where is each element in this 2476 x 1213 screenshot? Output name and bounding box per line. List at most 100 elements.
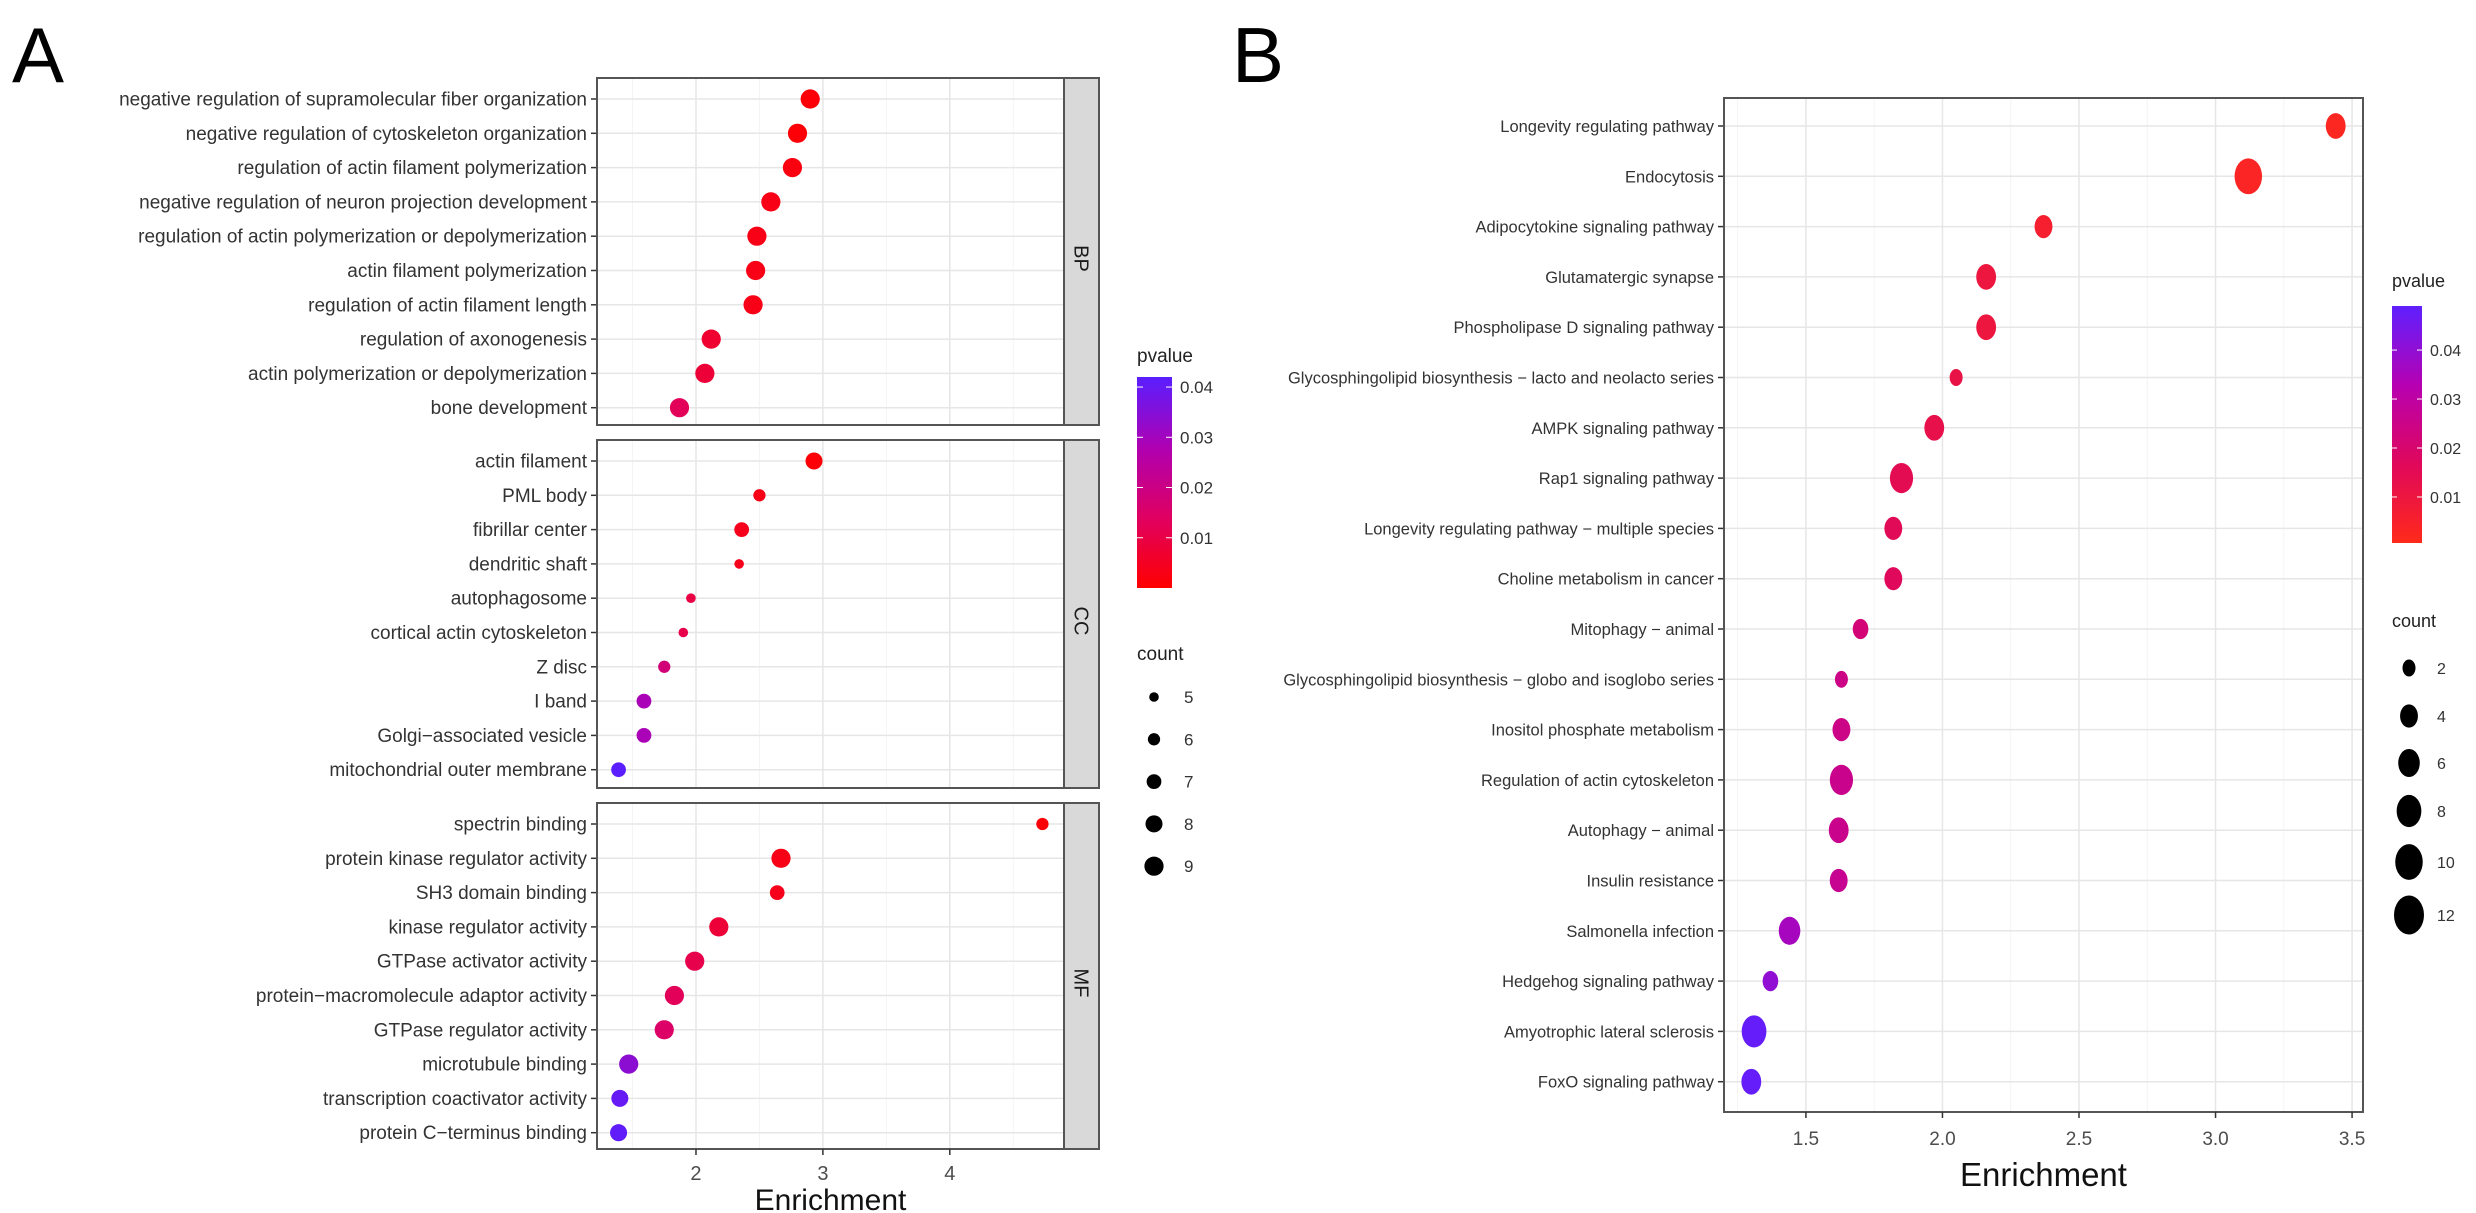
- term-label: regulation of actin filament polymerizat…: [237, 158, 587, 179]
- size-legend-dot: [2395, 844, 2423, 880]
- data-point: [636, 728, 652, 743]
- term-label: GTPase activator activity: [377, 952, 588, 973]
- data-point: [610, 1124, 628, 1142]
- data-point: [611, 1089, 629, 1107]
- data-point: [695, 363, 715, 383]
- data-point: [709, 917, 729, 937]
- facet-strip-label: CC: [1070, 607, 1092, 636]
- term-label: protein−macromolecule adaptor activity: [256, 986, 588, 1007]
- term-label: regulation of actin filament length: [308, 295, 587, 316]
- pathway-label: Choline metabolism in cancer: [1498, 571, 1715, 589]
- x-axis-title: Enrichment: [1960, 1156, 2127, 1193]
- term-label: cortical actin cytoskeleton: [371, 623, 588, 644]
- x-tick-label: 1.5: [1793, 1129, 1819, 1150]
- term-label: PML body: [502, 486, 587, 507]
- data-point: [701, 329, 721, 349]
- term-label: protein C−terminus binding: [359, 1123, 587, 1144]
- plot-background: [1724, 98, 2363, 1112]
- term-label: Z disc: [536, 657, 587, 678]
- facet-strip-label: BP: [1070, 245, 1092, 272]
- color-legend-label: 0.02: [1180, 479, 1213, 498]
- x-tick-label: 2: [690, 1163, 701, 1185]
- data-point: [1778, 916, 1801, 945]
- term-label: transcription coactivator activity: [323, 1089, 587, 1110]
- pathway-label: Amyotrophic lateral sclerosis: [1504, 1023, 1714, 1041]
- term-label: I band: [534, 692, 587, 713]
- facet-strip: [1063, 802, 1100, 1150]
- size-legend-dot: [1147, 733, 1161, 746]
- term-label: actin filament polymerization: [347, 261, 587, 282]
- data-point: [1884, 516, 1903, 541]
- term-label: kinase regulator activity: [388, 917, 587, 938]
- data-point: [1884, 567, 1903, 591]
- color-legend-bar: [1137, 377, 1172, 588]
- data-point: [1828, 817, 1849, 844]
- size-legend-dot: [2396, 794, 2422, 828]
- x-axis-title: Enrichment: [755, 1184, 907, 1213]
- color-legend-label: 0.01: [1180, 529, 1213, 548]
- data-point: [746, 260, 766, 281]
- color-legend-title: pvalue: [2392, 271, 2445, 291]
- data-point: [771, 848, 791, 868]
- data-point: [753, 489, 766, 502]
- size-legend-label: 8: [2437, 804, 2446, 821]
- pathway-label: Longevity regulating pathway − multiple …: [1364, 520, 1714, 538]
- facet-cc: actin filament PML body fibrillar center de…: [329, 439, 1100, 789]
- data-point: [769, 885, 785, 900]
- term-label: negative regulation of neuron projection…: [139, 192, 588, 213]
- pathway-label: Mitophagy − animal: [1570, 621, 1714, 639]
- size-legend-label: 10: [2437, 855, 2455, 872]
- pathway-label: AMPK signaling pathway: [1531, 420, 1714, 438]
- data-point: [1762, 970, 1779, 992]
- plot-background: [597, 440, 1064, 788]
- data-point: [654, 1020, 674, 1040]
- size-legend-dot: [2398, 748, 2420, 778]
- data-point: [2234, 158, 2263, 195]
- panel-border: [1723, 97, 2364, 1113]
- size-legend-title: count: [1137, 644, 1184, 665]
- size-legend-label: 5: [1184, 688, 1193, 707]
- pathway-label: Autophagy − animal: [1568, 822, 1714, 840]
- size-legend-label: 9: [1184, 857, 1193, 876]
- pathway-label: FoxO signaling pathway: [1538, 1074, 1715, 1092]
- term-label: microtubule binding: [422, 1055, 587, 1076]
- term-label: actin filament: [475, 452, 588, 473]
- data-point: [1924, 414, 1945, 441]
- x-tick-label: 2.5: [2066, 1129, 2092, 1150]
- data-point: [2034, 214, 2053, 239]
- data-point: [734, 559, 744, 569]
- term-label: protein kinase regulator activity: [325, 849, 587, 870]
- color-legend-label: 0.02: [2430, 441, 2461, 458]
- data-point: [761, 192, 781, 212]
- data-point: [1741, 1015, 1767, 1048]
- size-legend-dot: [1149, 692, 1159, 702]
- pathway-label: Glutamatergic synapse: [1545, 269, 1714, 287]
- term-label: fibrillar center: [473, 520, 588, 541]
- size-legend-label: 6: [1184, 730, 1193, 749]
- data-point: [743, 295, 763, 315]
- color-legend-label: 0.03: [2430, 392, 2461, 409]
- size-legend-dot: [1146, 774, 1162, 789]
- size-legend-dot: [1145, 815, 1163, 833]
- data-point: [2325, 113, 2346, 139]
- x-tick-label: 4: [944, 1163, 955, 1185]
- size-legend-dot: [2394, 895, 2424, 935]
- data-point: [678, 627, 689, 638]
- data-point: [805, 452, 823, 470]
- data-point: [1834, 670, 1848, 688]
- data-point: [1976, 314, 1997, 341]
- size-legend-label: 8: [1184, 815, 1193, 834]
- color-legend-label: 0.04: [2430, 343, 2461, 360]
- size-legend-dot: [2402, 659, 2416, 677]
- panel-label-a: A: [12, 11, 64, 99]
- pathway-label: Glycosphingolipid biosynthesis − globo a…: [1283, 671, 1714, 689]
- data-point: [1889, 463, 1914, 494]
- size-legend-label: 7: [1184, 773, 1193, 792]
- pathway-label: Salmonella infection: [1566, 923, 1714, 941]
- data-point: [685, 951, 705, 971]
- data-point: [787, 123, 808, 143]
- data-point: [669, 398, 690, 418]
- pathway-label: Glycosphingolipid biosynthesis − lacto a…: [1288, 370, 1714, 388]
- panel-label-b: B: [1232, 11, 1284, 99]
